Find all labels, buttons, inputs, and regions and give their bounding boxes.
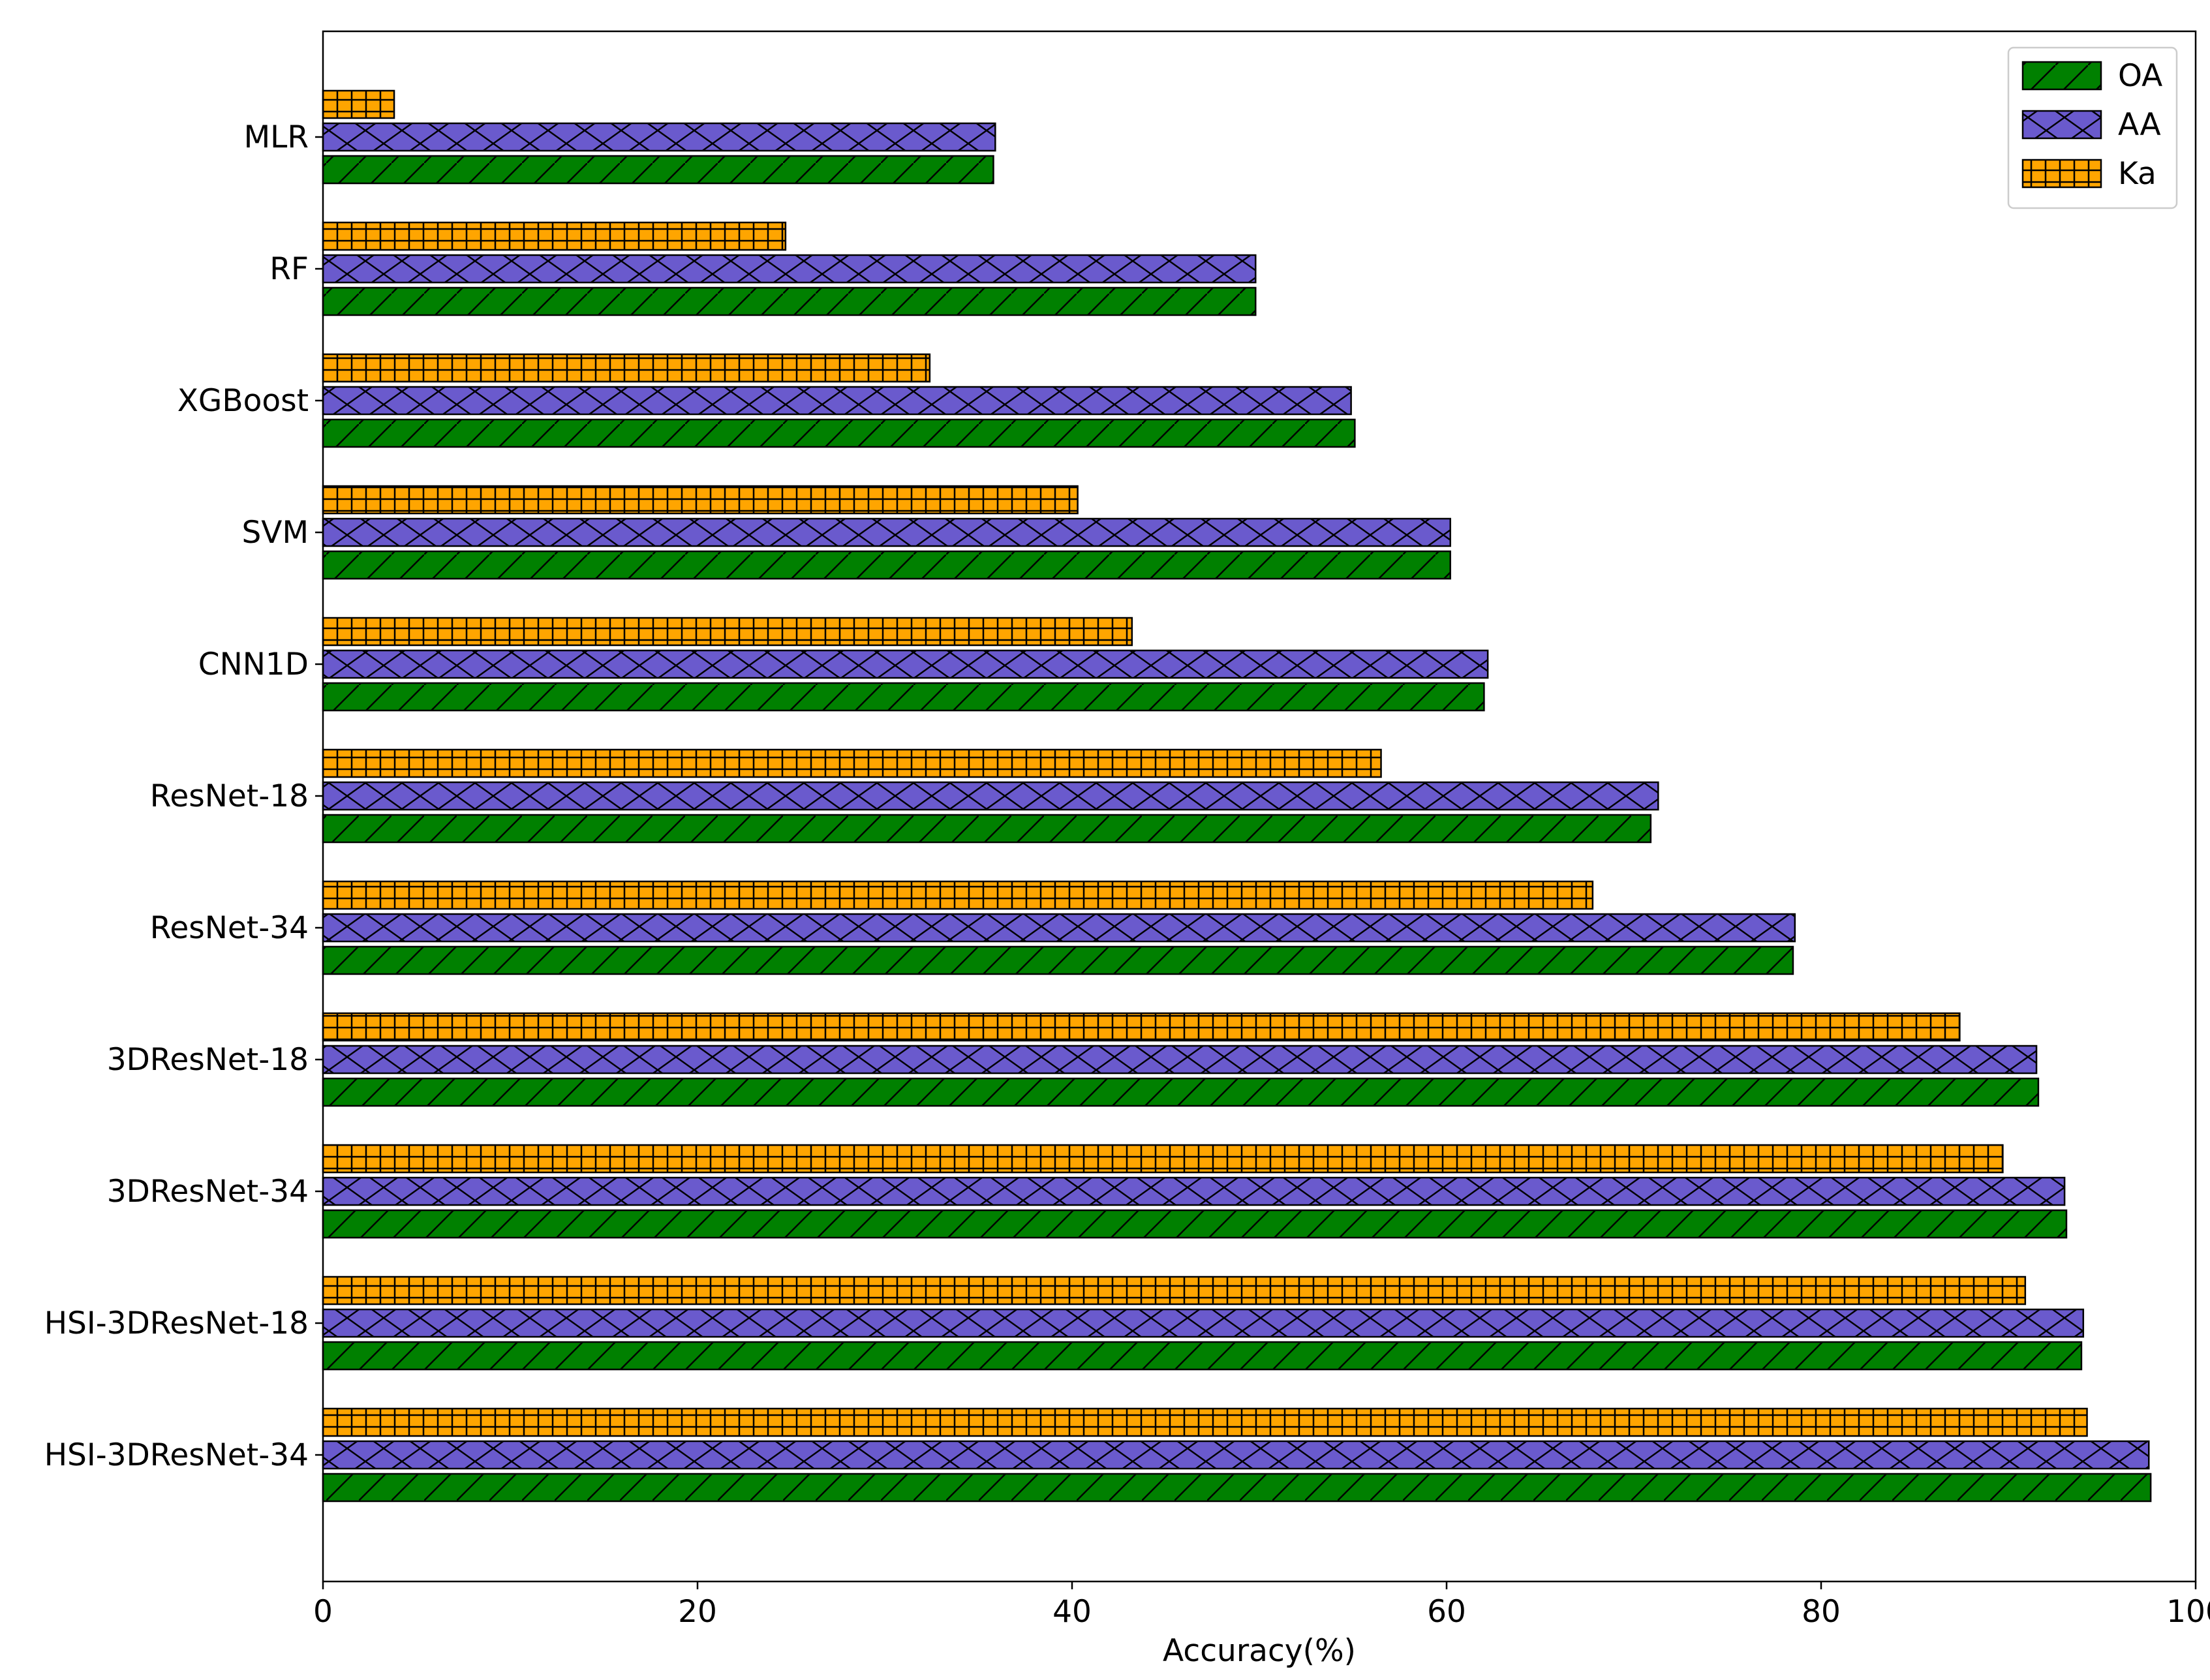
y-tick-label-cnn1d: CNN1D (198, 647, 309, 682)
legend-item-oa: OA (2021, 58, 2162, 94)
bar-aa-xgboost (322, 386, 1352, 416)
bar-oa-svm (322, 550, 1451, 580)
bar-hatch-aa-resnet-34 (322, 913, 1796, 943)
bar-hatch-ka-3dresnet-34 (322, 1144, 2004, 1174)
bar-hatch-aa-mlr (322, 122, 996, 152)
bar-hatch-oa-hsi-3dresnet-34 (322, 1473, 2152, 1503)
bar-hatch-aa-svm (322, 517, 1451, 547)
bar-aa-rf (322, 254, 1257, 284)
bar-hatch-ka-rf (322, 221, 787, 251)
bar-hatch-oa-cnn1d (322, 682, 1485, 712)
bar-hatch-ka-hsi-3dresnet-18 (322, 1275, 2027, 1306)
bar-hatch-oa-xgboost (322, 418, 1356, 448)
bar-oa-3dresnet-18 (322, 1077, 2040, 1107)
bar-ka-resnet-18 (322, 748, 1382, 778)
bar-hatch-ka-3dresnet-18 (322, 1012, 1961, 1042)
x-tick-label-20: 20 (678, 1594, 717, 1630)
bar-hatch-aa-hsi-3dresnet-34 (322, 1440, 2150, 1470)
bar-hatch-oa-resnet-34 (322, 945, 1794, 975)
bar-hatch-aa-xgboost (322, 386, 1352, 416)
bar-aa-3dresnet-34 (322, 1176, 2066, 1206)
bar-hatch-aa-rf (322, 254, 1257, 284)
bar-aa-3dresnet-18 (322, 1045, 2038, 1075)
bar-hatch-ka-xgboost (322, 353, 931, 383)
bar-hatch-ka-hsi-3dresnet-34 (322, 1407, 2088, 1437)
x-tick-label-100: 100 (2166, 1594, 2210, 1630)
bar-hatch-oa-resnet-18 (322, 814, 1652, 844)
bar-aa-mlr (322, 122, 996, 152)
bar-oa-rf (322, 286, 1257, 316)
bar-hatch-oa-mlr (322, 155, 994, 185)
bar-oa-hsi-3dresnet-18 (322, 1341, 2083, 1371)
y-tick-label-mlr: MLR (244, 119, 309, 155)
bar-hatch-ka-cnn1d (322, 617, 1133, 647)
y-tick-label-3dresnet-34: 3DResNet-34 (107, 1174, 309, 1210)
bar-oa-hsi-3dresnet-34 (322, 1473, 2152, 1503)
legend-swatch-oa (2021, 61, 2102, 91)
bar-hatch-ka-resnet-34 (322, 880, 1594, 910)
bar-hatch-ka-svm (322, 485, 1079, 515)
bar-oa-mlr (322, 155, 994, 185)
bar-hatch-aa-cnn1d (322, 649, 1489, 679)
y-tick-label-rf: RF (269, 251, 309, 287)
legend-item-ka: Ka (2021, 156, 2156, 192)
bar-hatch-ka-mlr (322, 89, 395, 119)
bar-aa-svm (322, 517, 1451, 547)
bar-ka-3dresnet-34 (322, 1144, 2004, 1174)
y-tick-label-svm: SVM (241, 515, 309, 551)
bar-ka-3dresnet-18 (322, 1012, 1961, 1042)
legend-swatch-aa (2021, 110, 2102, 140)
bar-oa-3dresnet-34 (322, 1209, 2068, 1239)
legend-item-aa: AA (2021, 107, 2161, 143)
x-axis-label: Accuracy(%) (1163, 1633, 1356, 1669)
bar-aa-hsi-3dresnet-34 (322, 1440, 2150, 1470)
legend-label-aa: AA (2118, 107, 2161, 143)
bar-ka-svm (322, 485, 1079, 515)
bar-hatch-oa-svm (322, 550, 1451, 580)
bar-oa-xgboost (322, 418, 1356, 448)
legend-label-oa: OA (2118, 58, 2162, 94)
bar-ka-resnet-34 (322, 880, 1594, 910)
bar-hatch-oa-3dresnet-18 (322, 1077, 2040, 1107)
bar-hatch-oa-rf (322, 286, 1257, 316)
bar-hatch-aa-3dresnet-34 (322, 1176, 2066, 1206)
y-tick-label-hsi-3dresnet-18: HSI-3DResNet-18 (44, 1306, 309, 1341)
bar-hatch-aa-3dresnet-18 (322, 1045, 2038, 1075)
bar-ka-rf (322, 221, 787, 251)
bar-hatch-aa-resnet-18 (322, 781, 1659, 811)
bar-aa-resnet-18 (322, 781, 1659, 811)
bar-aa-resnet-34 (322, 913, 1796, 943)
y-tick-label-xgboost: XGBoost (177, 383, 309, 419)
x-tick-label-40: 40 (1052, 1594, 1092, 1630)
bar-hatch-oa-hsi-3dresnet-18 (322, 1341, 2083, 1371)
x-tick-label-80: 80 (1802, 1594, 1841, 1630)
bar-hatch-oa-3dresnet-34 (322, 1209, 2068, 1239)
bar-ka-cnn1d (322, 617, 1133, 647)
legend-label-ka: Ka (2118, 156, 2156, 192)
bar-aa-cnn1d (322, 649, 1489, 679)
bar-ka-hsi-3dresnet-34 (322, 1407, 2088, 1437)
y-tick-label-resnet-34: ResNet-34 (150, 910, 309, 946)
plot-frame (322, 30, 2197, 1583)
bar-oa-resnet-18 (322, 814, 1652, 844)
bar-ka-mlr (322, 89, 395, 119)
y-tick-label-3dresnet-18: 3DResNet-18 (107, 1042, 309, 1078)
bar-aa-hsi-3dresnet-18 (322, 1308, 2085, 1338)
bar-ka-hsi-3dresnet-18 (322, 1275, 2027, 1306)
x-tick-label-0: 0 (313, 1594, 333, 1630)
y-tick-label-resnet-18: ResNet-18 (150, 778, 309, 814)
y-tick-label-hsi-3dresnet-34: HSI-3DResNet-34 (44, 1437, 309, 1473)
legend: OA AA Ka (2007, 46, 2178, 209)
bar-hatch-aa-hsi-3dresnet-18 (322, 1308, 2085, 1338)
bar-oa-resnet-34 (322, 945, 1794, 975)
bar-hatch-ka-resnet-18 (322, 748, 1382, 778)
bar-ka-xgboost (322, 353, 931, 383)
bar-oa-cnn1d (322, 682, 1485, 712)
legend-swatch-ka (2021, 159, 2102, 189)
x-tick-label-60: 60 (1427, 1594, 1466, 1630)
